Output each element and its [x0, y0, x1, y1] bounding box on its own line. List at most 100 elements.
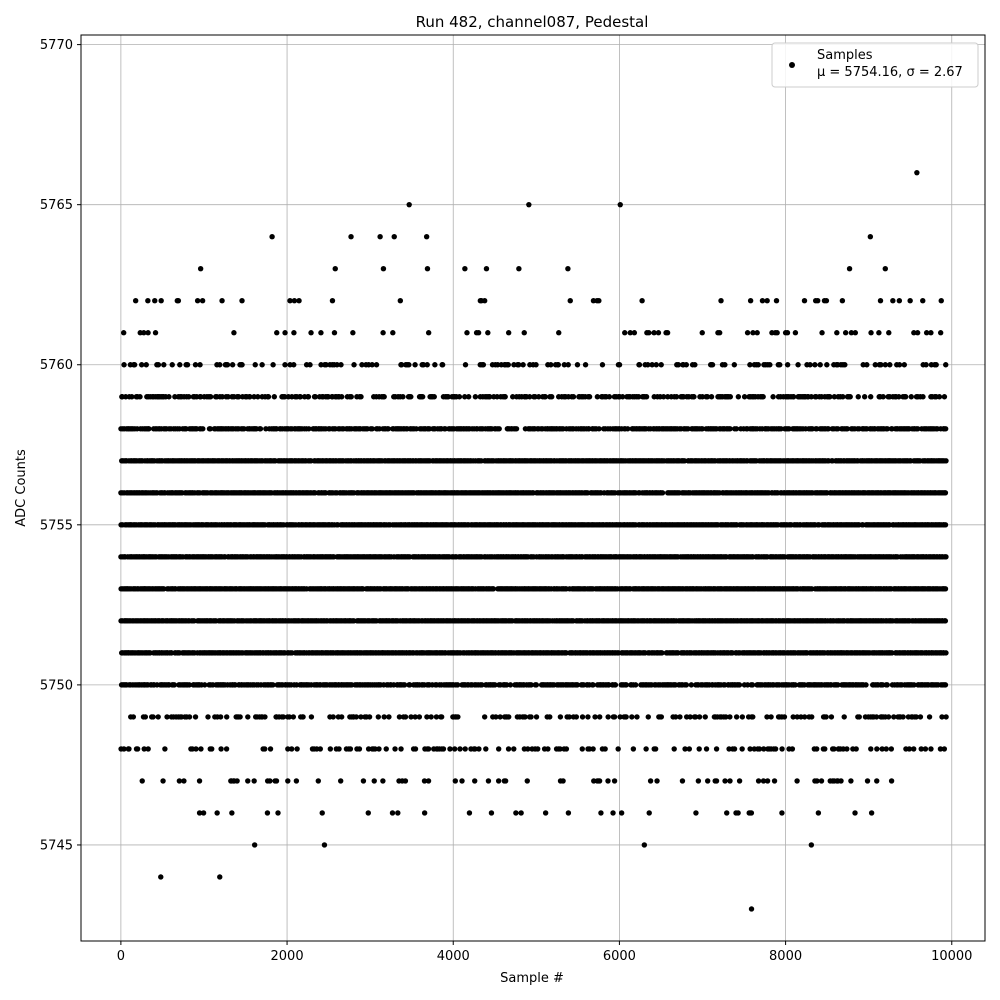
data-point — [597, 714, 603, 720]
data-point — [565, 810, 572, 816]
data-point — [507, 682, 514, 688]
data-point — [794, 714, 800, 720]
data-point — [402, 714, 409, 720]
data-point — [703, 746, 710, 752]
data-point — [315, 778, 322, 784]
data-point — [794, 778, 800, 784]
data-point — [779, 746, 785, 752]
data-point — [731, 746, 738, 752]
data-point — [356, 746, 363, 752]
data-point — [421, 778, 428, 784]
data-point — [687, 714, 693, 720]
data-point — [922, 746, 929, 752]
data-point — [841, 714, 847, 720]
data-point — [917, 714, 924, 720]
data-point — [873, 714, 880, 720]
data-point — [497, 714, 503, 720]
data-point — [245, 778, 251, 784]
data-point — [481, 714, 488, 720]
data-point — [822, 746, 828, 752]
data-point — [412, 714, 418, 720]
data-point — [285, 778, 291, 784]
data-point — [900, 714, 906, 720]
data-point — [868, 746, 874, 752]
data-point — [262, 714, 268, 720]
data-point — [736, 682, 743, 688]
data-point — [267, 778, 273, 784]
data-point — [121, 746, 127, 752]
data-point — [492, 682, 498, 688]
data-point — [433, 714, 440, 720]
data-point — [337, 778, 344, 784]
data-point — [275, 810, 281, 816]
data-point — [713, 778, 720, 784]
data-point — [454, 682, 461, 688]
data-point — [768, 714, 774, 720]
data-point — [605, 714, 611, 720]
data-point — [372, 746, 378, 752]
data-point — [200, 810, 207, 816]
data-point — [596, 778, 603, 784]
data-point — [928, 746, 934, 752]
data-point — [852, 810, 858, 816]
data-point — [612, 682, 619, 688]
data-point — [425, 778, 432, 784]
data-point — [205, 714, 211, 720]
data-point — [764, 778, 771, 784]
data-point — [476, 746, 482, 752]
data-point — [506, 714, 512, 720]
data-point — [696, 714, 703, 720]
data-point — [485, 778, 492, 784]
data-point — [533, 682, 540, 688]
data-point — [942, 682, 949, 688]
data-point — [942, 490, 949, 496]
data-point — [317, 746, 323, 752]
data-point — [727, 778, 733, 784]
data-point — [338, 714, 345, 720]
data-point — [688, 682, 695, 688]
data-point — [462, 746, 468, 752]
data-point — [288, 746, 295, 752]
data-point — [218, 746, 224, 752]
data-point — [615, 746, 621, 752]
data-point — [942, 522, 949, 528]
data-point — [150, 714, 156, 720]
data-point — [234, 778, 240, 784]
data-point — [502, 778, 509, 784]
data-point — [198, 746, 204, 752]
data-point — [713, 746, 720, 752]
data-point — [451, 746, 458, 752]
data-point — [659, 490, 666, 496]
data-point — [196, 810, 203, 816]
data-point — [217, 714, 224, 720]
data-point — [126, 746, 132, 752]
data-point — [396, 714, 403, 720]
data-point — [831, 746, 837, 752]
data-point — [186, 714, 193, 720]
data-point — [590, 682, 596, 688]
data-point — [779, 810, 785, 816]
data-point — [864, 778, 871, 784]
data-point — [761, 746, 767, 752]
data-point — [590, 746, 596, 752]
data-point — [911, 746, 917, 752]
data-point — [692, 714, 699, 720]
data-point — [560, 778, 566, 784]
data-point — [511, 746, 517, 752]
data-point — [939, 714, 945, 720]
chart-title: Run 482, channel087, Pedestal — [416, 13, 649, 31]
data-point — [941, 746, 948, 752]
data-point — [654, 778, 660, 784]
data-point — [545, 746, 551, 752]
data-point — [290, 714, 297, 720]
data-point — [270, 682, 276, 688]
data-point — [518, 810, 524, 816]
data-point — [885, 714, 892, 720]
data-point — [294, 746, 300, 752]
data-point — [452, 778, 459, 784]
data-point — [883, 746, 889, 752]
data-point — [733, 714, 740, 720]
data-point — [160, 778, 166, 784]
data-point — [214, 810, 220, 816]
data-point — [176, 778, 183, 784]
